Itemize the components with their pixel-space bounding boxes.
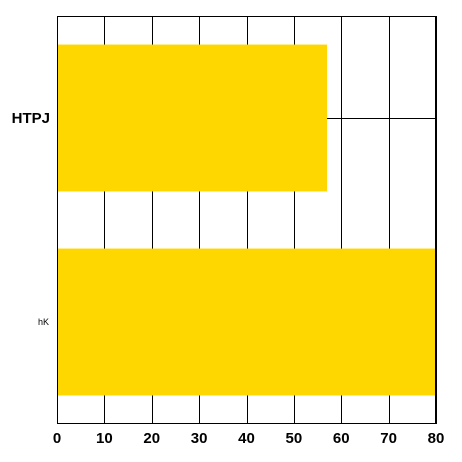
- x-tick-label: 80: [428, 430, 445, 447]
- plot-frame: [57, 16, 436, 424]
- bars: [57, 44, 436, 396]
- x-tick-label: 10: [96, 430, 113, 447]
- x-tick-label: 0: [53, 430, 61, 447]
- x-tick-label: 60: [333, 430, 350, 447]
- x-axis-ticks: 0 10 20 30 40 50 60 70 80: [53, 430, 445, 447]
- bar-hk: [57, 248, 436, 396]
- x-tick-label: 50: [286, 430, 303, 447]
- bar-htpj: [57, 44, 328, 192]
- x-tick-label: 40: [238, 430, 255, 447]
- category-label: HTPJ: [12, 110, 50, 127]
- x-tick-label: 20: [143, 430, 160, 447]
- category-label: hK: [38, 317, 49, 327]
- y-axis-category-labels: HTPJ hK: [12, 110, 50, 327]
- x-tick-label: 30: [191, 430, 208, 447]
- x-tick-label: 70: [380, 430, 397, 447]
